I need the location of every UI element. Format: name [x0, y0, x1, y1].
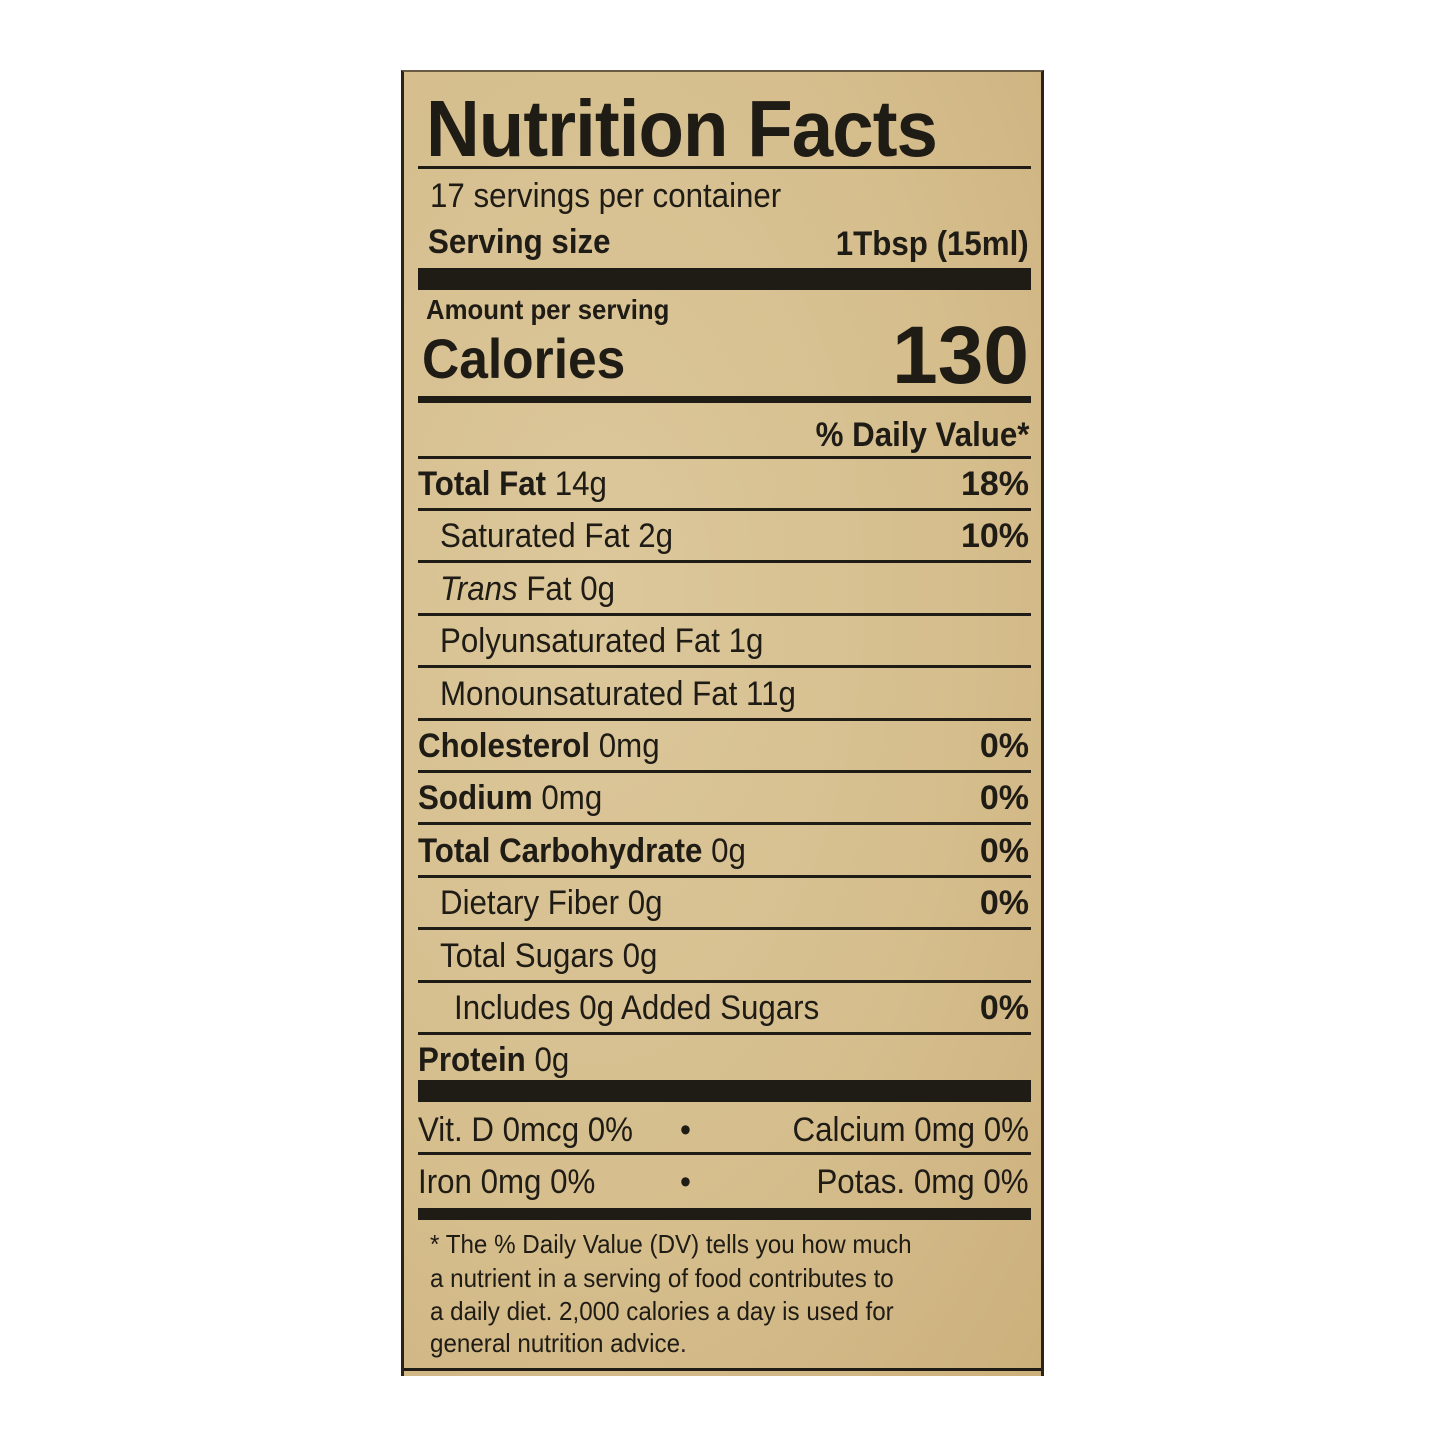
- divider: [418, 508, 1031, 511]
- divider: [418, 1152, 1031, 1155]
- bullet: •: [680, 1111, 691, 1149]
- bullet: •: [680, 1163, 691, 1201]
- nutrient-row: Trans Fat 0g: [418, 569, 1029, 609]
- nutrient-row: Saturated Fat 2g 10%: [418, 516, 1029, 556]
- daily-value-percent: 0%: [979, 989, 1029, 1027]
- nutrient-row: Sodium 0mg 0%: [418, 778, 1029, 818]
- nutrient-label: Total Carbohydrate 0g: [418, 831, 746, 871]
- nutrient-row: Total Fat 14g 18%: [418, 464, 1029, 504]
- thick-divider: [418, 1208, 1031, 1220]
- footnote-line: a nutrient in a serving of food contribu…: [430, 1263, 894, 1293]
- nutrient-amount: Polyunsaturated Fat 1g: [440, 622, 764, 661]
- calcium: Calcium 0mg 0%: [792, 1111, 1029, 1149]
- daily-value-header: % Daily Value*: [815, 416, 1029, 454]
- nutrient-label: Includes 0g Added Sugars: [454, 988, 819, 1028]
- calories-label: Calories: [422, 327, 626, 390]
- nutrient-amount: 0g: [525, 1041, 570, 1080]
- nutrient-label: Dietary Fiber 0g: [440, 883, 663, 923]
- divider: [418, 822, 1031, 826]
- divider: [418, 927, 1031, 931]
- nutrient-amount: 0mg: [532, 779, 603, 818]
- nutrient-row: Monounsaturated Fat 11g: [418, 674, 1029, 714]
- serving-size-value: 1Tbsp (15ml): [836, 225, 1029, 263]
- footnote-line: * The % Daily Value (DV) tells you how m…: [430, 1229, 912, 1259]
- nutrient-label: Polyunsaturated Fat 1g: [440, 621, 763, 661]
- nutrient-name: Sodium: [418, 779, 533, 818]
- daily-value-percent: 0%: [979, 779, 1029, 818]
- nutrient-name: Total Fat: [418, 465, 547, 503]
- nutrient-amount: Includes 0g Added Sugars: [454, 989, 820, 1027]
- potassium: Potas. 0mg 0%: [816, 1163, 1029, 1201]
- nutrient-amount: 0g: [702, 831, 746, 870]
- nutrient-row: Polyunsaturated Fat 1g: [418, 621, 1029, 661]
- thick-divider: [418, 268, 1031, 290]
- footnote-line: general nutrition advice.: [430, 1328, 687, 1358]
- nutrient-label: Cholesterol 0mg: [418, 726, 660, 766]
- serving-size-label: Serving size: [428, 223, 611, 261]
- nutrient-row: Total Sugars 0g: [418, 936, 1029, 976]
- daily-value-percent: 0%: [979, 884, 1029, 923]
- nutrient-amount: Monounsaturated Fat 11g: [440, 674, 796, 713]
- nutrient-amount: 0mg: [590, 727, 660, 765]
- thick-divider: [418, 1080, 1031, 1102]
- nutrient-amount: 14g: [546, 465, 607, 503]
- nutrient-amount: Fat 0g: [517, 569, 616, 608]
- nutrient-name: Total Carbohydrate: [418, 831, 703, 870]
- nutrition-facts-label: Nutrition Facts 17 servings per containe…: [401, 70, 1044, 1376]
- servings-per-container: 17 servings per container: [430, 177, 782, 215]
- label-title: Nutrition Facts: [426, 84, 938, 173]
- nutrient-label: Trans Fat 0g: [440, 569, 615, 609]
- nutrient-label: Saturated Fat 2g: [440, 516, 673, 556]
- medium-divider: [418, 396, 1031, 403]
- divider: [418, 874, 1031, 878]
- nutrient-amount: Saturated Fat 2g: [440, 517, 674, 556]
- nutrient-label: Monounsaturated Fat 11g: [440, 674, 796, 714]
- nutrient-name-italic: Trans: [440, 569, 518, 608]
- daily-value-percent: 0%: [979, 727, 1029, 765]
- divider: [418, 717, 1031, 721]
- divider: [418, 560, 1031, 564]
- bottom-divider: [404, 1368, 1041, 1371]
- footnote-line: a daily diet. 2,000 calories a day is us…: [430, 1296, 894, 1326]
- divider: [418, 1032, 1031, 1035]
- nutrient-row: Cholesterol 0mg 0%: [418, 726, 1029, 766]
- divider: [418, 456, 1031, 459]
- nutrient-row: Dietary Fiber 0g 0%: [418, 883, 1029, 923]
- divider: [418, 612, 1031, 616]
- divider: [418, 979, 1031, 983]
- daily-value-percent: 0%: [979, 831, 1029, 870]
- divider: [418, 770, 1031, 773]
- vitamin-d: Vit. D 0mcg 0%: [418, 1111, 633, 1149]
- nutrient-amount: Total Sugars 0g: [440, 936, 658, 975]
- amount-per-serving: Amount per serving: [426, 294, 670, 325]
- nutrient-name: Protein: [418, 1041, 526, 1080]
- daily-value-percent: 18%: [960, 465, 1029, 503]
- nutrient-name: Cholesterol: [418, 727, 591, 765]
- daily-value-percent: 10%: [960, 517, 1029, 556]
- nutrient-label: Total Sugars 0g: [440, 936, 657, 976]
- divider: [418, 665, 1031, 669]
- nutrient-label: Protein 0g: [418, 1040, 569, 1080]
- nutrient-row: Protein 0g: [418, 1040, 1029, 1080]
- nutrient-label: Total Fat 14g: [418, 464, 607, 504]
- nutrient-amount: Dietary Fiber 0g: [440, 884, 663, 923]
- divider: [418, 166, 1031, 169]
- nutrient-row: Total Carbohydrate 0g 0%: [418, 831, 1029, 871]
- nutrient-label: Sodium 0mg: [418, 778, 602, 818]
- calories-value: 130: [892, 310, 1029, 401]
- nutrient-row: Includes 0g Added Sugars 0%: [418, 988, 1029, 1028]
- iron: Iron 0mg 0%: [418, 1163, 596, 1201]
